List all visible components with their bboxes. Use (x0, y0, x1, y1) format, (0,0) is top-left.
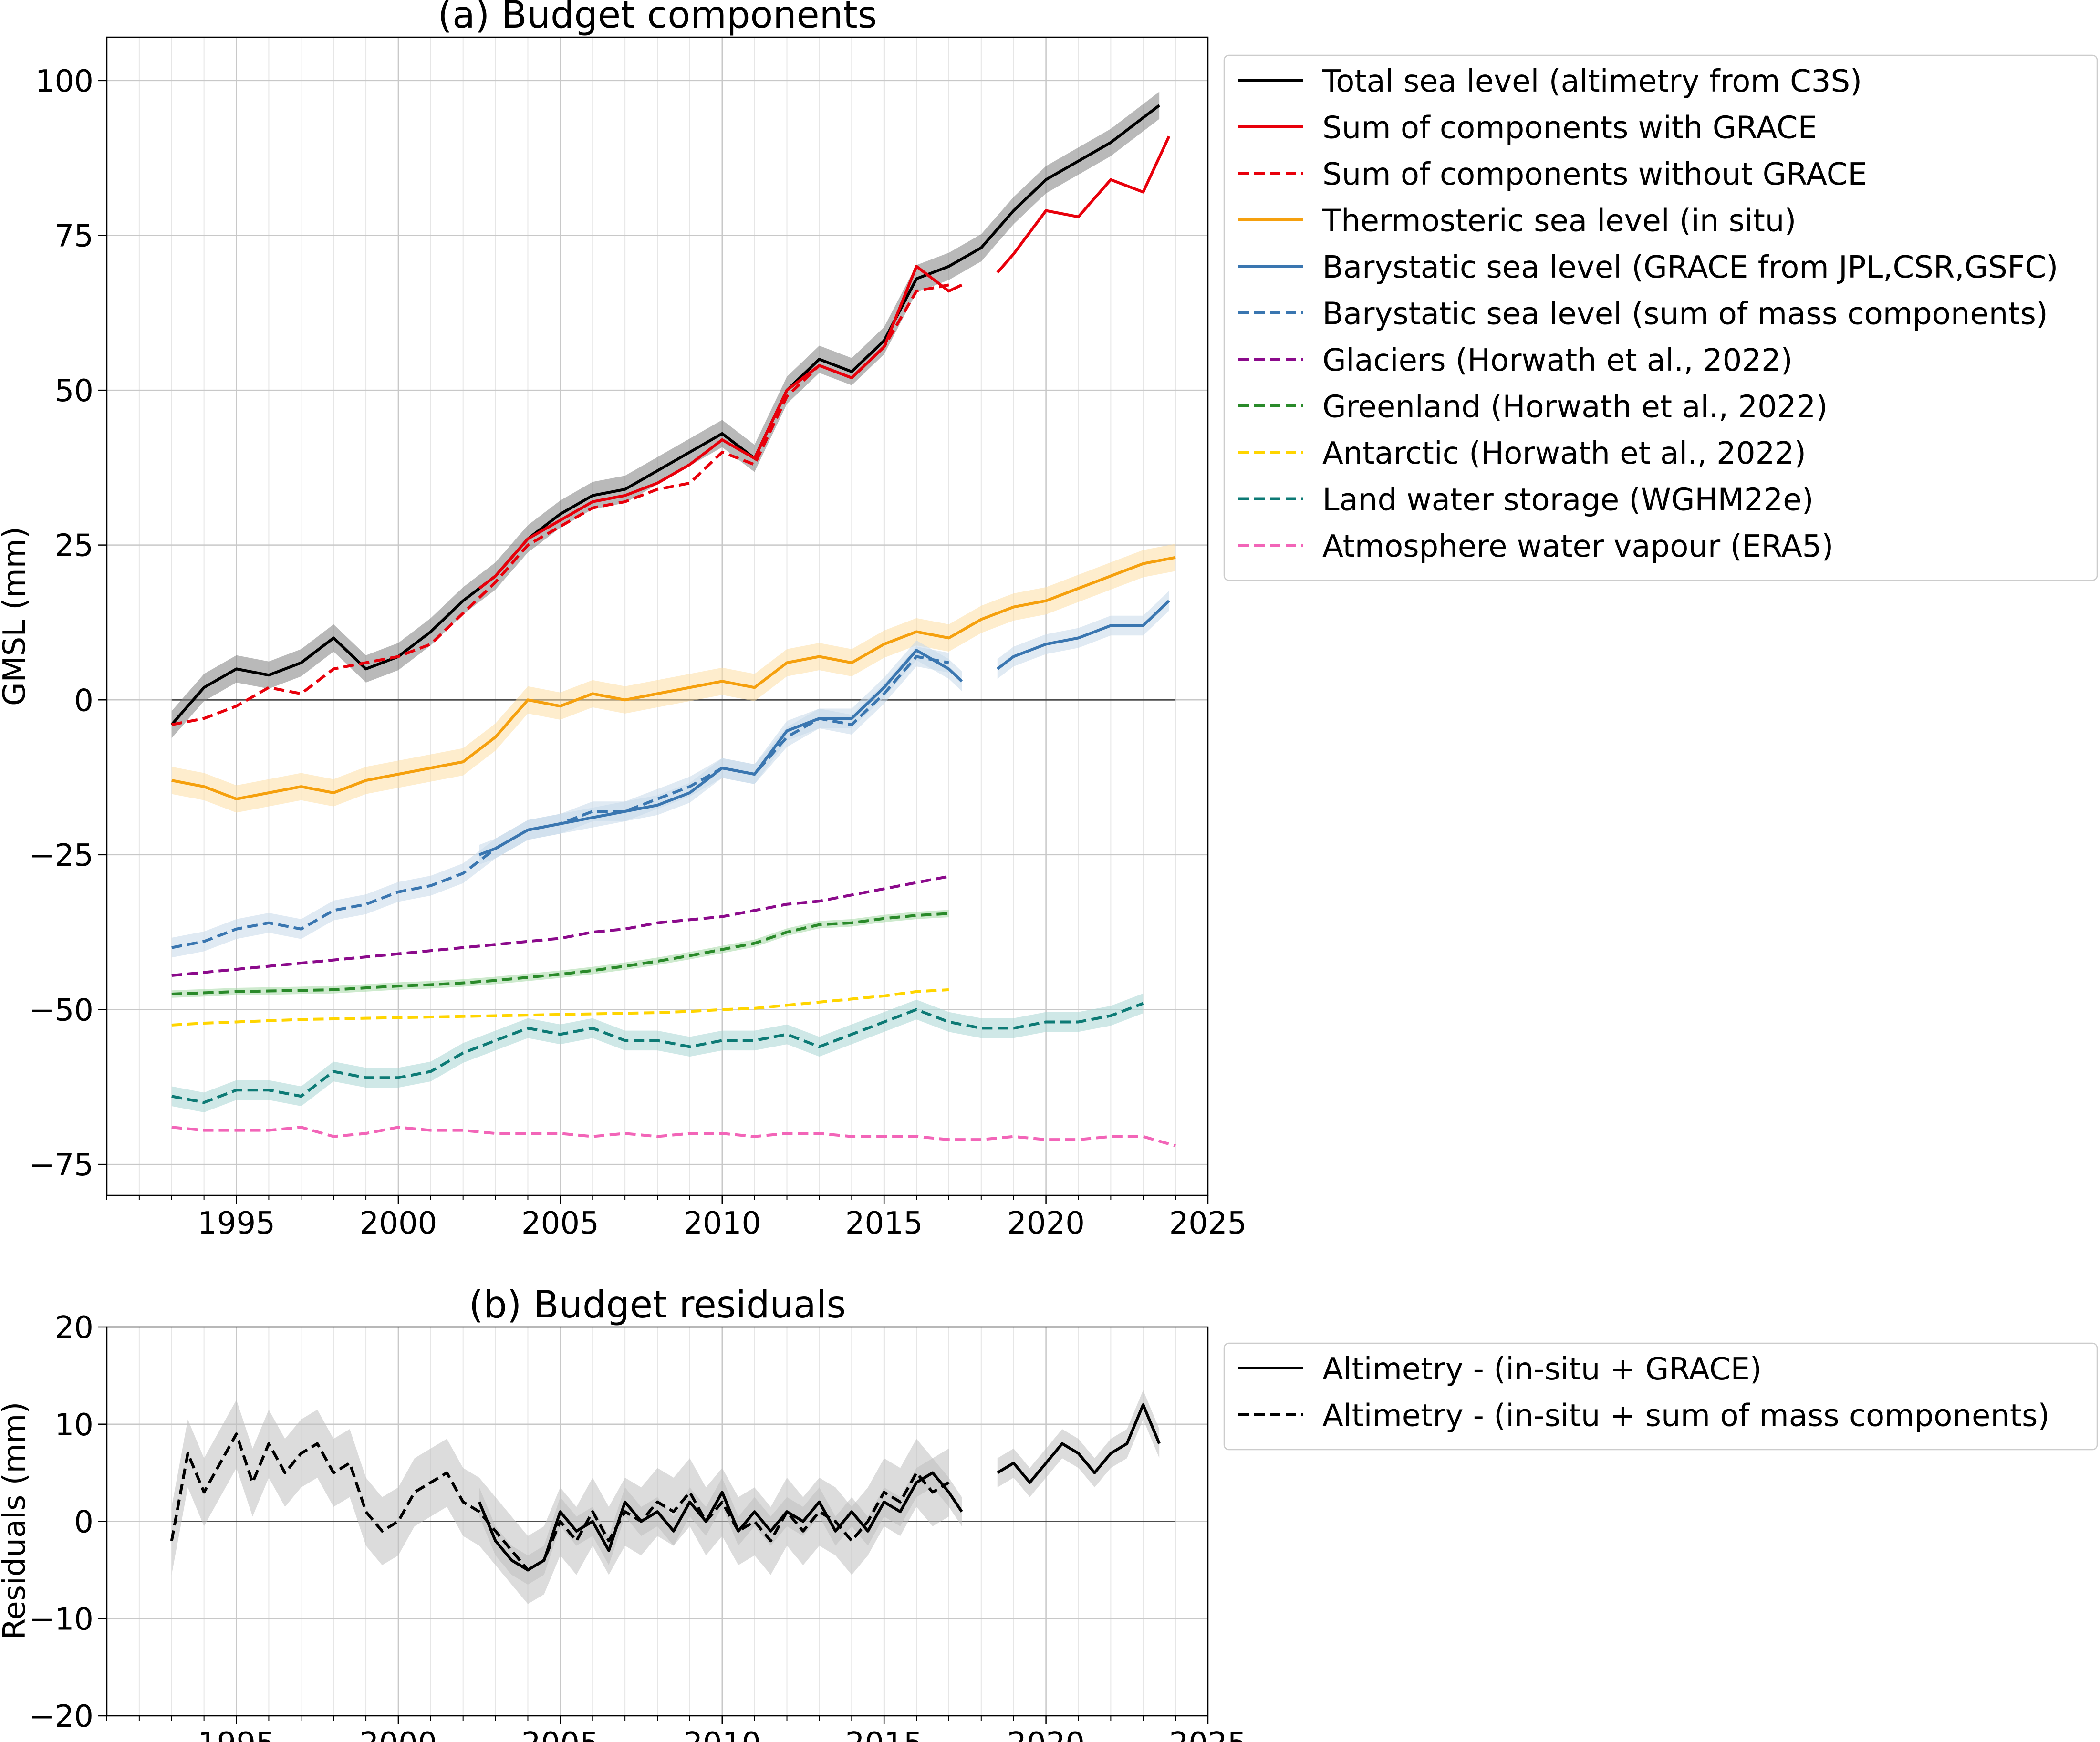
panel-a-ylabel: GMSL (mm) (0, 527, 32, 706)
panel-b-residuals: 1995200020052010201520202025−20−1001020 … (0, 1284, 2098, 1742)
y-tick-label: −20 (29, 1699, 94, 1734)
x-tick-label: 2020 (1007, 1206, 1085, 1241)
y-tick-label: −10 (29, 1602, 94, 1637)
y-tick-label: −75 (29, 1148, 94, 1183)
panel-b-ylabel: Residuals (mm) (0, 1402, 32, 1640)
x-tick-label: 2010 (683, 1726, 761, 1742)
band-greenland-horwath-et-al-2022 (171, 910, 949, 998)
y-tick-label: 25 (55, 529, 94, 564)
legend-label: Antarctic (Horwath et al., 2022) (1322, 436, 1806, 471)
series-line-atmosphere-water-vapour-era5 (171, 1126, 1176, 1148)
y-tick-label: 10 (55, 1408, 94, 1443)
series-line-barystatic-sea-level-grace-from-jpl-csr-gsfc (996, 600, 1170, 670)
panel-a-legend: Total sea level (altimetry from C3S) Sum … (1223, 54, 2098, 581)
series-line-land-water-storage-wghm22e (171, 1002, 1144, 1104)
series-line-total-sea-level-altimetry-from-c3s (170, 104, 1160, 726)
y-tick-label: 50 (55, 373, 94, 409)
band-altimetry-in-situ-grace (997, 1390, 1160, 1497)
x-tick-label: 2005 (521, 1726, 599, 1742)
legend-frame (1223, 54, 2098, 581)
y-tick-label: −50 (29, 993, 94, 1028)
y-tick-label: 0 (74, 683, 94, 718)
x-tick-label: 2000 (360, 1206, 437, 1241)
legend-label: Altimetry - (in-situ + GRACE) (1322, 1352, 1762, 1387)
series-line-sum-of-components-with-grace (478, 265, 963, 590)
x-tick-label: 2015 (845, 1726, 923, 1742)
x-tick-label: 1995 (198, 1206, 275, 1241)
panel-b-legend: Altimetry - (in-situ + GRACE) Altimetry -… (1223, 1342, 2098, 1451)
panel-b-title: (b) Budget residuals (469, 1284, 846, 1327)
y-tick-label: 0 (74, 1505, 94, 1540)
y-tick-label: 20 (55, 1310, 94, 1346)
y-tick-label: 100 (35, 64, 94, 99)
legend-label: Sum of components with GRACE (1322, 111, 1817, 146)
series-line-glaciers-horwath-et-al-2022 (171, 875, 949, 977)
legend-label: Barystatic sea level (GRACE from JPL,CSR… (1322, 250, 2058, 285)
series-line-altimetry-in-situ-sum-of-mass-components (170, 1432, 950, 1572)
legend-label: Atmosphere water vapour (ERA5) (1322, 529, 1833, 564)
series-line-altimetry-in-situ-grace (478, 1471, 963, 1572)
legend-frame (1223, 1342, 2098, 1451)
series-line-barystatic-sea-level-sum-of-mass-components (171, 655, 949, 949)
legend-label: Barystatic sea level (sum of mass compon… (1322, 297, 2048, 332)
legend-label: Altimetry - (in-situ + sum of mass compo… (1322, 1399, 2049, 1434)
panel-b-ticks: 1995 2000 2005 2010 2015 2020 2025 −20 −10 0 10 20 (29, 1310, 1247, 1742)
y-tick-label: −25 (29, 838, 94, 873)
panel-a-series-lines (170, 104, 1176, 1148)
legend-label: Greenland (Horwath et al., 2022) (1322, 390, 1828, 425)
panel-b-uncertainty-bands (171, 1390, 1160, 1604)
panel-a-components: 1995 2000 2005 2010 2015 2020 2025 −75 −50 −25 0 25… (0, 0, 2098, 1241)
legend-label: Sum of components without GRACE (1322, 157, 1867, 192)
series-line-greenland-horwath-et-al-2022 (171, 912, 949, 996)
x-tick-label: 2025 (1169, 1206, 1247, 1241)
x-tick-label: 1995 (198, 1726, 275, 1742)
band-thermosteric-sea-level-in-situ (171, 544, 1176, 813)
panel-a-title: (a) Budget components (438, 0, 877, 37)
panel-a-ticks: 1995 2000 2005 2010 2015 2020 2025 −75 −50 −25 0 25… (29, 64, 1247, 1241)
x-tick-label: 2015 (845, 1206, 923, 1241)
legend-label: Thermosteric sea level (in situ) (1322, 204, 1796, 239)
legend-label: Glaciers (Horwath et al., 2022) (1322, 343, 1793, 378)
series-line-sum-of-components-without-grace (171, 283, 949, 726)
legend-label: Land water storage (WGHM22e) (1322, 483, 1814, 518)
x-tick-label: 2005 (521, 1206, 599, 1241)
x-tick-label: 2010 (683, 1206, 761, 1241)
series-line-altimetry-in-situ-grace (997, 1403, 1161, 1484)
series-line-thermosteric-sea-level-in-situ (171, 556, 1176, 801)
series-line-sum-of-components-with-grace (996, 135, 1171, 274)
band-land-water-storage-wghm22e (171, 993, 1144, 1113)
x-tick-label: 2025 (1169, 1726, 1247, 1742)
band-altimetry-in-situ-sum-of-mass-components (171, 1400, 949, 1604)
series-line-antarctic-horwath-et-al-2022 (171, 988, 949, 1027)
x-tick-label: 2000 (360, 1726, 437, 1742)
legend-label: Total sea level (altimetry from C3S) (1322, 64, 1862, 99)
y-tick-label: 75 (55, 218, 94, 254)
panel-b-series-lines (170, 1403, 1161, 1572)
x-tick-label: 2020 (1007, 1726, 1085, 1742)
